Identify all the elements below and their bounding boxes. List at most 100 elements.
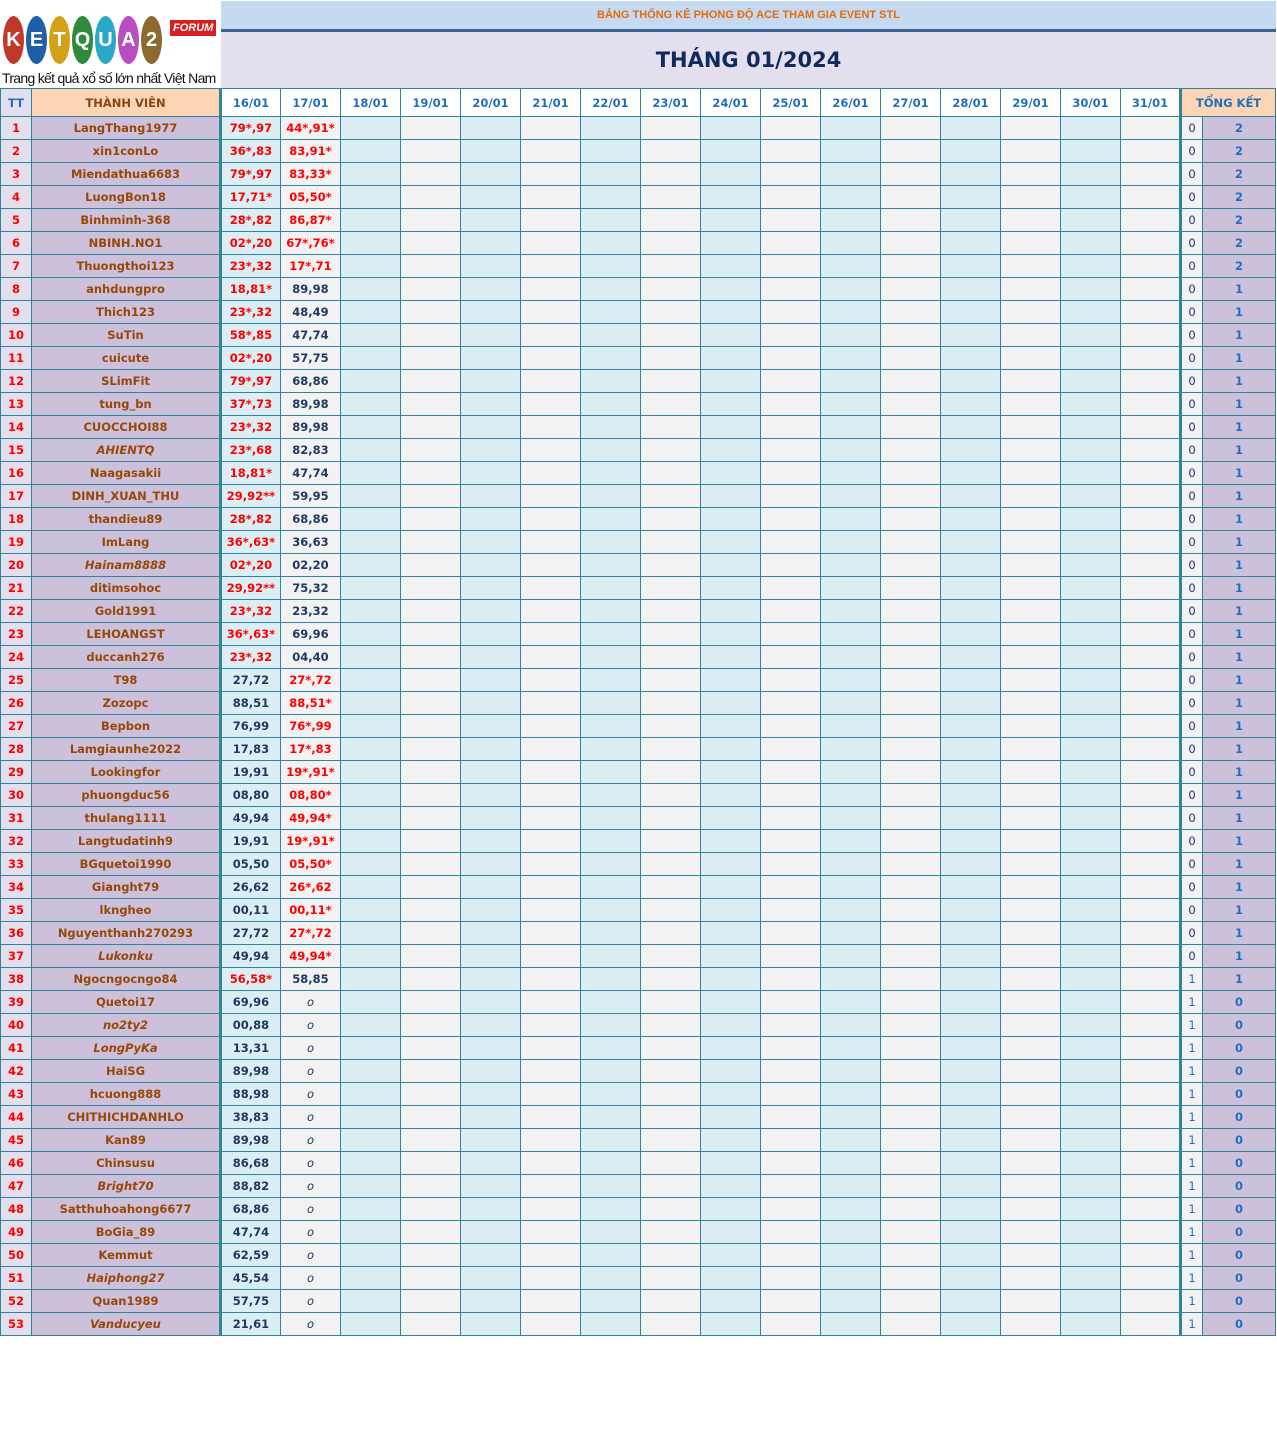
empty-cell[interactable]	[640, 1082, 701, 1106]
empty-cell[interactable]	[340, 990, 401, 1014]
empty-cell[interactable]	[340, 921, 401, 945]
empty-cell[interactable]	[460, 875, 521, 899]
empty-cell[interactable]	[580, 668, 641, 692]
empty-cell[interactable]	[940, 208, 1001, 232]
empty-cell[interactable]	[1120, 714, 1181, 738]
empty-cell[interactable]	[700, 783, 761, 807]
empty-cell[interactable]	[700, 438, 761, 462]
empty-cell[interactable]	[820, 967, 881, 991]
empty-cell[interactable]	[760, 208, 821, 232]
empty-cell[interactable]	[1060, 599, 1121, 623]
empty-cell[interactable]	[1000, 622, 1061, 646]
empty-cell[interactable]	[460, 116, 521, 140]
result-cell[interactable]: 29,92**	[220, 484, 281, 508]
empty-cell[interactable]	[820, 484, 881, 508]
empty-cell[interactable]	[880, 139, 941, 163]
empty-cell[interactable]	[940, 162, 1001, 186]
empty-cell[interactable]	[700, 185, 761, 209]
empty-cell[interactable]	[880, 254, 941, 278]
empty-cell[interactable]	[1060, 921, 1121, 945]
empty-cell[interactable]	[700, 990, 761, 1014]
empty-cell[interactable]	[1000, 1105, 1061, 1129]
empty-cell[interactable]	[760, 1151, 821, 1175]
empty-cell[interactable]	[520, 208, 581, 232]
empty-cell[interactable]	[400, 415, 461, 439]
result-cell[interactable]: o	[280, 990, 341, 1014]
empty-cell[interactable]	[580, 1151, 641, 1175]
empty-cell[interactable]	[940, 530, 1001, 554]
empty-cell[interactable]	[640, 507, 701, 531]
result-cell[interactable]: o	[280, 1197, 341, 1221]
empty-cell[interactable]	[880, 323, 941, 347]
empty-cell[interactable]	[880, 553, 941, 577]
empty-cell[interactable]	[1060, 116, 1121, 140]
empty-cell[interactable]	[340, 1266, 401, 1290]
empty-cell[interactable]	[400, 185, 461, 209]
empty-cell[interactable]	[1060, 461, 1121, 485]
empty-cell[interactable]	[640, 967, 701, 991]
empty-cell[interactable]	[940, 507, 1001, 531]
empty-cell[interactable]	[820, 1082, 881, 1106]
empty-cell[interactable]	[940, 277, 1001, 301]
empty-cell[interactable]	[940, 944, 1001, 968]
result-cell[interactable]: o	[280, 1013, 341, 1037]
empty-cell[interactable]	[700, 1036, 761, 1060]
empty-cell[interactable]	[640, 277, 701, 301]
empty-cell[interactable]	[760, 967, 821, 991]
result-cell[interactable]: 86,87*	[280, 208, 341, 232]
empty-cell[interactable]	[1000, 668, 1061, 692]
empty-cell[interactable]	[580, 1013, 641, 1037]
empty-cell[interactable]	[880, 760, 941, 784]
empty-cell[interactable]	[880, 875, 941, 899]
result-cell[interactable]: 23*,68	[220, 438, 281, 462]
empty-cell[interactable]	[1120, 691, 1181, 715]
empty-cell[interactable]	[340, 1289, 401, 1313]
empty-cell[interactable]	[700, 162, 761, 186]
empty-cell[interactable]	[1060, 1105, 1121, 1129]
empty-cell[interactable]	[580, 185, 641, 209]
empty-cell[interactable]	[940, 369, 1001, 393]
empty-cell[interactable]	[460, 1013, 521, 1037]
empty-cell[interactable]	[580, 277, 641, 301]
empty-cell[interactable]	[400, 254, 461, 278]
result-cell[interactable]: 19*,91*	[280, 760, 341, 784]
empty-cell[interactable]	[760, 691, 821, 715]
empty-cell[interactable]	[700, 1220, 761, 1244]
empty-cell[interactable]	[820, 668, 881, 692]
empty-cell[interactable]	[1000, 921, 1061, 945]
empty-cell[interactable]	[880, 392, 941, 416]
empty-cell[interactable]	[1060, 438, 1121, 462]
result-cell[interactable]: o	[280, 1105, 341, 1129]
result-cell[interactable]: 18,81*	[220, 277, 281, 301]
empty-cell[interactable]	[1060, 323, 1121, 347]
empty-cell[interactable]	[340, 875, 401, 899]
empty-cell[interactable]	[1000, 576, 1061, 600]
empty-cell[interactable]	[1000, 1220, 1061, 1244]
empty-cell[interactable]	[1000, 806, 1061, 830]
empty-cell[interactable]	[880, 1082, 941, 1106]
empty-cell[interactable]	[760, 1036, 821, 1060]
empty-cell[interactable]	[1120, 1220, 1181, 1244]
empty-cell[interactable]	[640, 369, 701, 393]
empty-cell[interactable]	[1120, 185, 1181, 209]
empty-cell[interactable]	[1060, 1289, 1121, 1313]
empty-cell[interactable]	[1060, 668, 1121, 692]
empty-cell[interactable]	[1060, 277, 1121, 301]
empty-cell[interactable]	[1000, 277, 1061, 301]
empty-cell[interactable]	[820, 139, 881, 163]
empty-cell[interactable]	[640, 875, 701, 899]
empty-cell[interactable]	[640, 185, 701, 209]
empty-cell[interactable]	[460, 185, 521, 209]
empty-cell[interactable]	[760, 737, 821, 761]
empty-cell[interactable]	[340, 1151, 401, 1175]
empty-cell[interactable]	[1000, 369, 1061, 393]
result-cell[interactable]: 89,98	[280, 392, 341, 416]
empty-cell[interactable]	[760, 116, 821, 140]
empty-cell[interactable]	[400, 139, 461, 163]
empty-cell[interactable]	[940, 852, 1001, 876]
result-cell[interactable]: 86,68	[220, 1151, 281, 1175]
empty-cell[interactable]	[820, 1174, 881, 1198]
empty-cell[interactable]	[340, 576, 401, 600]
empty-cell[interactable]	[460, 484, 521, 508]
empty-cell[interactable]	[1060, 208, 1121, 232]
